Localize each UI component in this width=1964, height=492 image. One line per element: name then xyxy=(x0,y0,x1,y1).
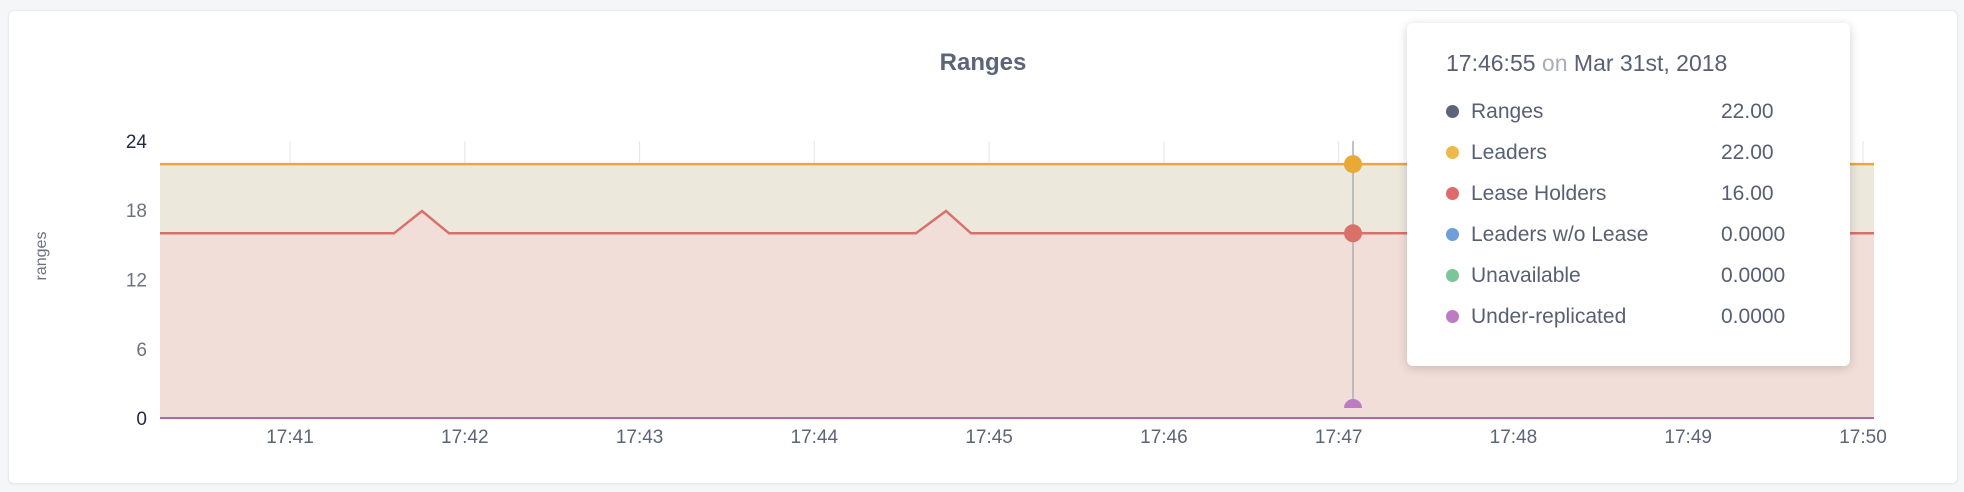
svg-text:17:42: 17:42 xyxy=(441,427,489,448)
svg-text:0: 0 xyxy=(136,409,147,430)
svg-text:17:47: 17:47 xyxy=(1315,427,1363,448)
svg-text:24: 24 xyxy=(126,132,148,153)
svg-text:17:44: 17:44 xyxy=(791,427,839,448)
svg-text:17:50: 17:50 xyxy=(1839,427,1887,448)
svg-text:6: 6 xyxy=(136,340,147,361)
svg-text:12: 12 xyxy=(126,271,147,292)
svg-text:17:41: 17:41 xyxy=(266,427,314,448)
svg-text:18: 18 xyxy=(126,201,147,222)
svg-text:17:45: 17:45 xyxy=(965,427,1013,448)
svg-text:17:48: 17:48 xyxy=(1490,427,1538,448)
svg-text:17:46: 17:46 xyxy=(1140,427,1188,448)
svg-text:17:49: 17:49 xyxy=(1664,427,1712,448)
svg-text:17:43: 17:43 xyxy=(616,427,664,448)
